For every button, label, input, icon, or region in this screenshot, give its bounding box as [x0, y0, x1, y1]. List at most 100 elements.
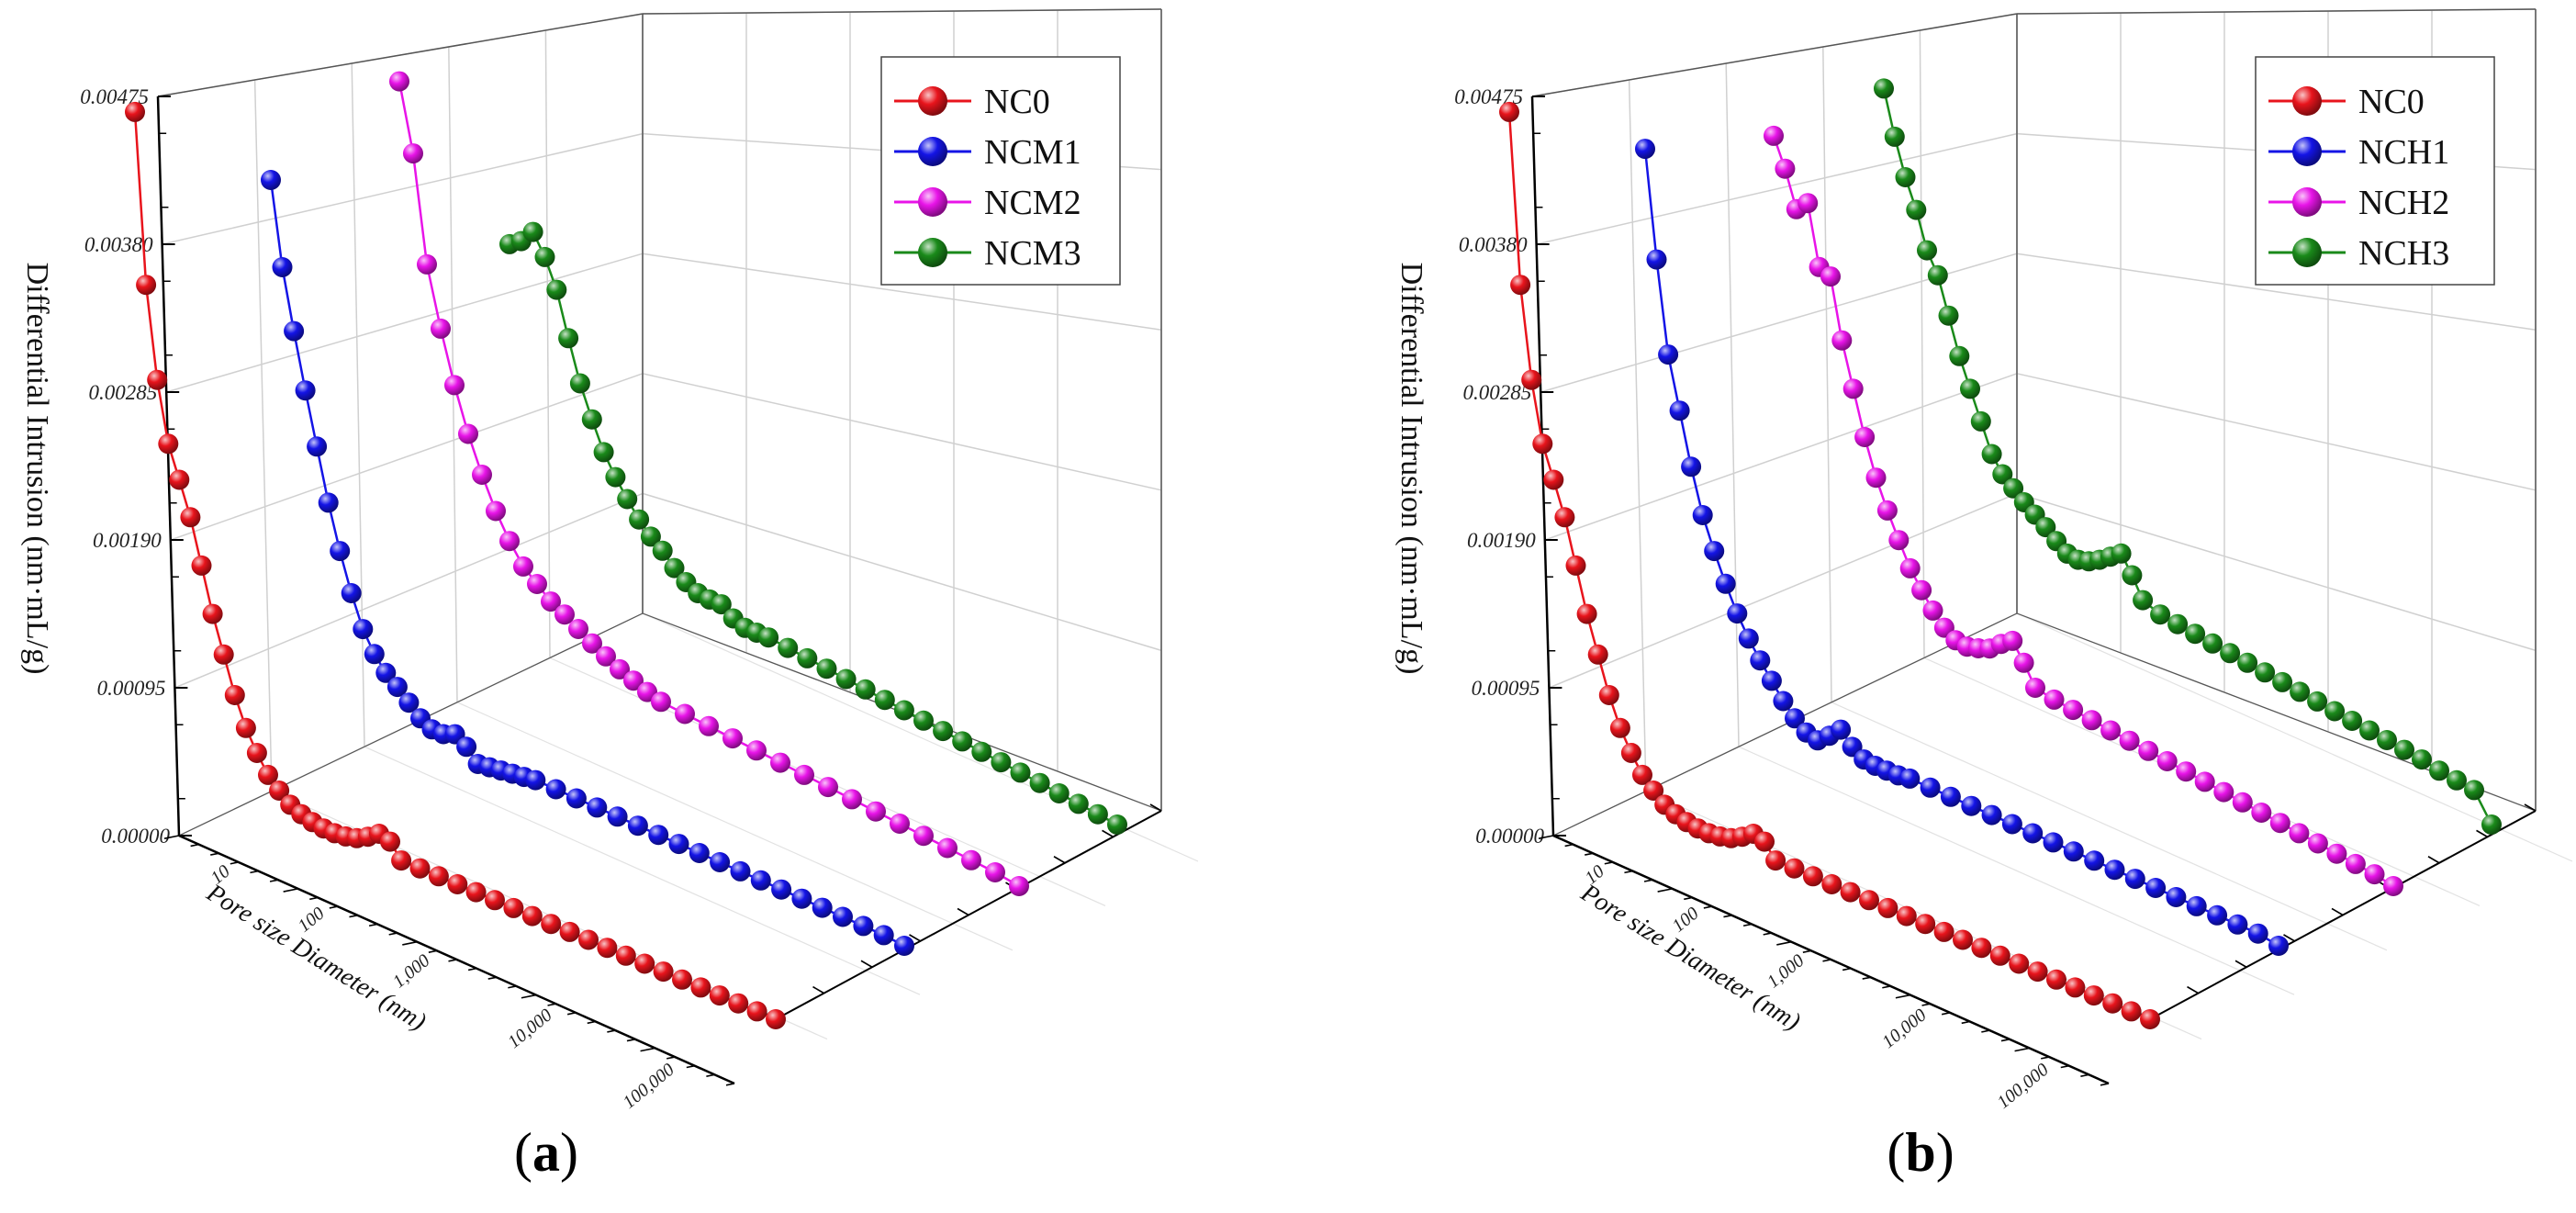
y-axis-line — [156, 95, 181, 837]
x-tick-mark — [269, 879, 279, 882]
data-point-NC0 — [147, 369, 168, 390]
x-tick-mark — [725, 1083, 735, 1086]
data-point-NCM2 — [486, 500, 506, 522]
data-point-NCH2 — [2063, 700, 2084, 721]
data-point-NCM3 — [797, 647, 818, 668]
floor-grid-line — [1738, 746, 2295, 995]
data-point-NCH1 — [1715, 573, 1736, 594]
data-point-NCM2 — [651, 691, 671, 713]
data-point-NCH1 — [2268, 936, 2289, 956]
data-point-NCH1 — [2084, 850, 2105, 871]
y-axis-label: Differential Intrusion (nm·mL/g) — [20, 263, 54, 675]
data-point-NC0 — [269, 781, 290, 801]
data-point-NCH3 — [1927, 264, 1948, 286]
grid-line — [1628, 79, 1647, 792]
data-point-NCM3 — [758, 627, 779, 648]
data-point-NCH2 — [2081, 710, 2102, 731]
x-tick-mark — [1842, 967, 1852, 972]
z-tick-mark — [1149, 803, 1162, 812]
chart-panel-b: 0.000000.000950.001900.002850.003800.004… — [1394, 8, 2573, 1183]
x-tick-mark — [1776, 940, 1792, 946]
x-tick-mark — [2100, 1083, 2110, 1086]
x-tick-mark — [1657, 888, 1673, 893]
data-point-NCH2 — [2232, 792, 2253, 813]
grid-line — [1725, 62, 1740, 747]
x-tick-mark — [666, 1056, 676, 1060]
data-point-NC0 — [2065, 977, 2086, 998]
data-point-NCM2 — [722, 728, 743, 749]
x-tick-mark — [448, 959, 457, 962]
data-point-NCH2 — [1899, 557, 1921, 578]
x-tick-label: 10,000 — [1878, 1005, 1931, 1052]
data-point-NCM3 — [913, 710, 934, 731]
grid-line — [2016, 253, 2537, 331]
data-point-NCH1 — [2063, 841, 2084, 862]
data-point-NCM1 — [853, 915, 874, 937]
data-point-NCH1 — [2227, 914, 2248, 935]
data-point-NCM3 — [835, 668, 857, 690]
data-point-NC0 — [559, 921, 580, 942]
data-point-NC0 — [1598, 685, 1619, 705]
x-tick-mark — [1941, 1012, 1951, 1016]
x-tick-mark — [230, 861, 239, 865]
data-point-NCM2 — [554, 604, 575, 625]
x-tick-mark — [1703, 905, 1713, 909]
floor-grid-line — [1831, 702, 2388, 951]
panel-label-close: ) — [1936, 1122, 1954, 1183]
data-point-NCH2 — [2013, 652, 2034, 673]
data-point-NCH3 — [2202, 633, 2223, 654]
data-point-NCM3 — [593, 442, 614, 463]
x-tick-mark — [428, 949, 438, 953]
x-tick-mark — [487, 976, 497, 980]
data-point-NCM3 — [617, 489, 638, 510]
data-point-NCM3 — [816, 658, 837, 680]
data-point-NC0 — [1933, 921, 1954, 942]
x-tick-mark — [190, 843, 199, 848]
data-point-NCH1 — [2207, 904, 2228, 926]
grid-line — [165, 253, 644, 393]
data-point-NCM1 — [318, 492, 339, 513]
legend-marker — [918, 86, 947, 116]
data-point-NCM3 — [991, 752, 1012, 773]
x-tick-mark — [1585, 852, 1594, 856]
grid-line — [1544, 373, 2018, 541]
data-point-NCM3 — [1087, 803, 1108, 825]
data-point-NC0 — [597, 938, 618, 959]
data-point-NCH3 — [2324, 701, 2346, 722]
data-point-NC0 — [409, 858, 431, 879]
data-point-NCH3 — [1960, 378, 1980, 399]
legend-label: NCH1 — [2358, 133, 2449, 172]
box-edge — [178, 612, 644, 837]
data-point-NCM2 — [890, 814, 910, 834]
data-point-NCM2 — [985, 862, 1005, 882]
data-point-NCM1 — [272, 257, 293, 277]
x-axis-label: Pore size Diameter (nm) — [201, 878, 431, 1037]
data-point-NCM2 — [568, 619, 588, 639]
data-point-NC0 — [235, 717, 256, 738]
data-point-NCH1 — [2001, 814, 2022, 835]
data-point-NCM1 — [398, 692, 420, 713]
data-point-NC0 — [1643, 781, 1664, 801]
data-point-NC0 — [2027, 961, 2048, 983]
data-point-NCH3 — [2447, 769, 2467, 791]
x-tick-mark — [1802, 949, 1812, 953]
data-point-NC0 — [213, 644, 234, 665]
data-point-NC0 — [1521, 369, 1542, 390]
data-point-NCH3 — [2412, 749, 2432, 770]
data-point-NCM2 — [770, 752, 790, 773]
data-point-NCH2 — [2044, 689, 2065, 710]
data-point-NCM3 — [652, 540, 673, 561]
data-point-NC0 — [1543, 469, 1564, 490]
data-point-NC0 — [1499, 101, 1519, 122]
z-tick-mark — [812, 985, 824, 994]
x-tick-mark — [1538, 835, 1554, 839]
data-point-NC0 — [746, 1001, 767, 1022]
data-point-NC0 — [1821, 874, 1842, 894]
legend-marker — [918, 137, 947, 166]
data-point-NC0 — [1620, 743, 1641, 763]
data-point-NCH2 — [1775, 158, 1796, 179]
data-point-NCH2 — [2269, 813, 2290, 834]
grid-line — [2016, 373, 2537, 491]
data-point-NCH1 — [1692, 505, 1713, 525]
box-edge — [2016, 8, 2537, 15]
